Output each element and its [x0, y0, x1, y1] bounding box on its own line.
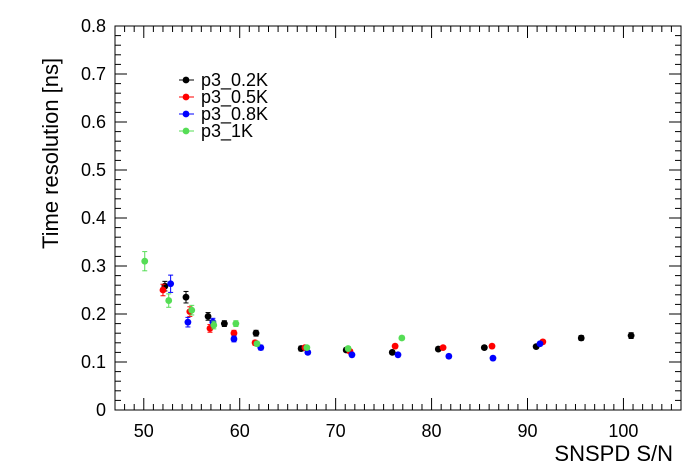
data-point	[398, 334, 406, 342]
data-point	[184, 318, 192, 326]
data-point	[391, 342, 399, 350]
data-point	[159, 286, 167, 294]
data-point	[348, 351, 356, 359]
y-tick-label: 0.1	[81, 352, 106, 372]
x-tick-label: 100	[608, 421, 638, 441]
y-tick-label: 0.3	[81, 256, 106, 276]
data-point	[188, 306, 196, 314]
x-tick-labels: 50 60 70 80 90 100	[134, 421, 639, 441]
y-tick-label: 0.2	[81, 304, 106, 324]
data-point	[488, 342, 496, 350]
data-point	[210, 321, 218, 329]
legend-swatch-marker	[182, 110, 190, 118]
data-point	[141, 257, 149, 265]
data-point	[439, 344, 447, 351]
legend-label: p3_0.5K	[201, 87, 268, 108]
data-point	[232, 320, 240, 327]
legend-label: p3_0.8K	[201, 104, 268, 125]
x-tick-label: 60	[230, 421, 250, 441]
legend-item: p3_0.8K	[179, 104, 268, 125]
series-p3_1K	[141, 251, 406, 352]
y-tick-label: 0	[96, 400, 106, 420]
data-point	[577, 334, 585, 342]
data-point	[480, 344, 488, 351]
y-tick-label: 0.4	[81, 208, 106, 228]
legend-label: p3_0.2K	[201, 70, 268, 91]
y-tick-label: 0.5	[81, 160, 106, 180]
data-point	[489, 354, 497, 362]
legend-swatch-marker	[182, 127, 190, 135]
legend-item: p3_1K	[179, 121, 253, 142]
data-point	[445, 352, 453, 360]
data-point	[230, 329, 238, 337]
data-point	[204, 313, 212, 320]
data-point	[344, 345, 352, 352]
data-point	[536, 340, 544, 348]
data-point	[253, 340, 261, 348]
legend-swatch-marker	[182, 93, 190, 101]
y-tick-label: 0.8	[81, 16, 106, 36]
legend-item: p3_0.2K	[179, 70, 268, 91]
data-point	[165, 297, 173, 304]
data-point	[230, 335, 238, 343]
y-tick-label: 0.7	[81, 64, 106, 84]
series-p3_0.8K	[167, 274, 544, 362]
data-point	[303, 344, 311, 351]
y-axis-label: Time resolution [ns]	[38, 58, 63, 249]
data-point	[167, 280, 175, 288]
y-tick-labels: 0 0.1 0.2 0.3 0.4 0.5 0.6 0.7 0.8	[81, 16, 106, 420]
data-point	[182, 293, 190, 301]
x-tick-label: 70	[326, 421, 346, 441]
data-point	[252, 329, 260, 337]
data-series	[141, 251, 635, 362]
y-tick-label: 0.6	[81, 112, 106, 132]
data-point	[394, 351, 402, 359]
legend-swatch-marker	[182, 76, 190, 84]
x-tick-label: 50	[134, 421, 154, 441]
data-point	[627, 332, 635, 339]
x-tick-label: 80	[422, 421, 442, 441]
axis-ticks	[114, 25, 682, 411]
x-axis-label: SNSPD S/N	[554, 441, 673, 466]
data-point	[220, 320, 228, 327]
x-tick-label: 90	[517, 421, 537, 441]
data-point	[388, 349, 396, 356]
legend-item: p3_0.5K	[179, 87, 268, 108]
legend-label: p3_1K	[201, 121, 253, 142]
